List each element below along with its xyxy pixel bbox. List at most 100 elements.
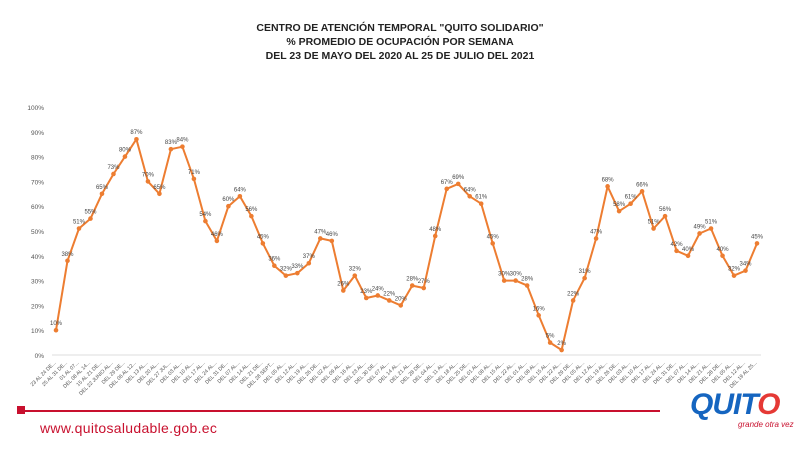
data-point	[536, 313, 541, 318]
data-label: 46%	[211, 232, 224, 238]
data-point	[329, 238, 335, 244]
y-tick-label: 100%	[27, 105, 44, 112]
data-point	[651, 226, 656, 231]
data-point	[720, 253, 725, 259]
data-point	[697, 231, 702, 236]
data-label: 55%	[84, 210, 97, 216]
data-label: 69%	[452, 175, 465, 181]
data-point	[662, 213, 668, 219]
data-point	[53, 327, 59, 333]
data-point	[203, 218, 208, 224]
data-point	[743, 268, 748, 273]
data-label: 22%	[383, 291, 396, 297]
data-label: 36%	[268, 257, 281, 263]
y-tick-label: 10%	[31, 328, 44, 335]
y-tick-label: 90%	[31, 130, 44, 137]
data-label: 34%	[740, 262, 753, 268]
data-point	[754, 241, 760, 246]
data-label: 66%	[636, 182, 649, 188]
data-point	[352, 273, 358, 278]
data-label: 83%	[165, 140, 178, 146]
data-label: 47%	[590, 229, 603, 235]
data-label: 64%	[234, 187, 247, 193]
data-point	[708, 226, 714, 231]
data-point	[237, 193, 243, 199]
data-point	[375, 293, 381, 298]
y-tick-label: 30%	[31, 279, 44, 286]
data-label: 32%	[349, 267, 362, 273]
data-label: 87%	[130, 130, 143, 136]
data-point	[432, 233, 438, 239]
data-label: 54%	[199, 212, 212, 218]
y-tick-label: 40%	[31, 254, 44, 261]
data-label: 26%	[337, 282, 350, 288]
chart-title-line-3: DEL 23 DE MAYO DEL 2020 AL 25 DE JULIO D…	[265, 50, 535, 62]
data-label: 51%	[648, 220, 661, 226]
data-label: 73%	[107, 165, 120, 171]
data-label: 23%	[360, 289, 373, 295]
data-label: 42%	[671, 242, 684, 248]
data-label: 70%	[142, 172, 155, 178]
data-point	[306, 260, 312, 266]
data-label: 45%	[257, 234, 270, 240]
data-point	[214, 238, 220, 244]
data-label: 64%	[464, 187, 477, 193]
data-point	[76, 226, 82, 231]
data-label: 37%	[303, 254, 316, 260]
data-label: 5%	[546, 334, 555, 340]
data-point	[122, 154, 128, 159]
data-point	[605, 184, 610, 189]
data-point	[134, 136, 139, 142]
y-tick-label: 50%	[31, 229, 44, 236]
data-point	[272, 263, 277, 269]
data-label: 80%	[119, 148, 132, 154]
data-label: 49%	[694, 224, 707, 230]
data-label: 58%	[613, 202, 626, 208]
data-label: 67%	[441, 180, 454, 186]
data-point	[570, 298, 576, 303]
data-point	[168, 146, 174, 152]
data-label: 31%	[579, 269, 592, 275]
data-point	[386, 298, 392, 303]
data-point	[616, 208, 622, 214]
footer-url-link[interactable]: www.quitosaludable.gob.ec	[40, 420, 218, 436]
occupancy-series-line	[55, 138, 758, 351]
data-label: 32%	[280, 267, 293, 273]
data-point	[363, 295, 369, 301]
data-point	[249, 213, 254, 219]
logo-text: QUIT	[690, 388, 758, 421]
data-label: 68%	[602, 177, 615, 183]
data-point	[409, 283, 415, 288]
data-point	[180, 144, 185, 149]
data-point	[524, 283, 530, 288]
data-point	[593, 236, 599, 241]
data-point	[283, 273, 289, 278]
data-point	[639, 189, 645, 194]
data-label: 10%	[50, 321, 63, 327]
data-label: 48%	[429, 227, 442, 233]
data-label: 2%	[557, 341, 566, 347]
data-point	[478, 201, 484, 207]
data-label: 24%	[372, 286, 385, 292]
data-label: 27%	[418, 279, 431, 285]
chart-title-line-1: CENTRO DE ATENCIÓN TEMPORAL "QUITO SOLID…	[256, 22, 544, 34]
data-point	[191, 176, 197, 182]
data-label: 20%	[395, 296, 408, 302]
data-label: 51%	[705, 220, 718, 226]
data-point	[88, 216, 93, 221]
data-label: 22%	[567, 291, 580, 297]
data-point	[111, 171, 116, 177]
data-label: 33%	[291, 264, 304, 270]
data-label: 30%	[510, 272, 523, 278]
data-point	[444, 186, 450, 192]
data-label: 61%	[475, 195, 488, 201]
data-label: 40%	[717, 247, 730, 253]
data-label: 47%	[314, 229, 327, 235]
logo-tagline: grande otra vez	[738, 420, 794, 429]
data-point	[490, 241, 495, 246]
data-label: 40%	[682, 247, 695, 253]
data-label: 45%	[751, 234, 764, 240]
data-label: 61%	[625, 195, 638, 201]
data-point	[99, 191, 105, 197]
data-point	[295, 270, 300, 276]
